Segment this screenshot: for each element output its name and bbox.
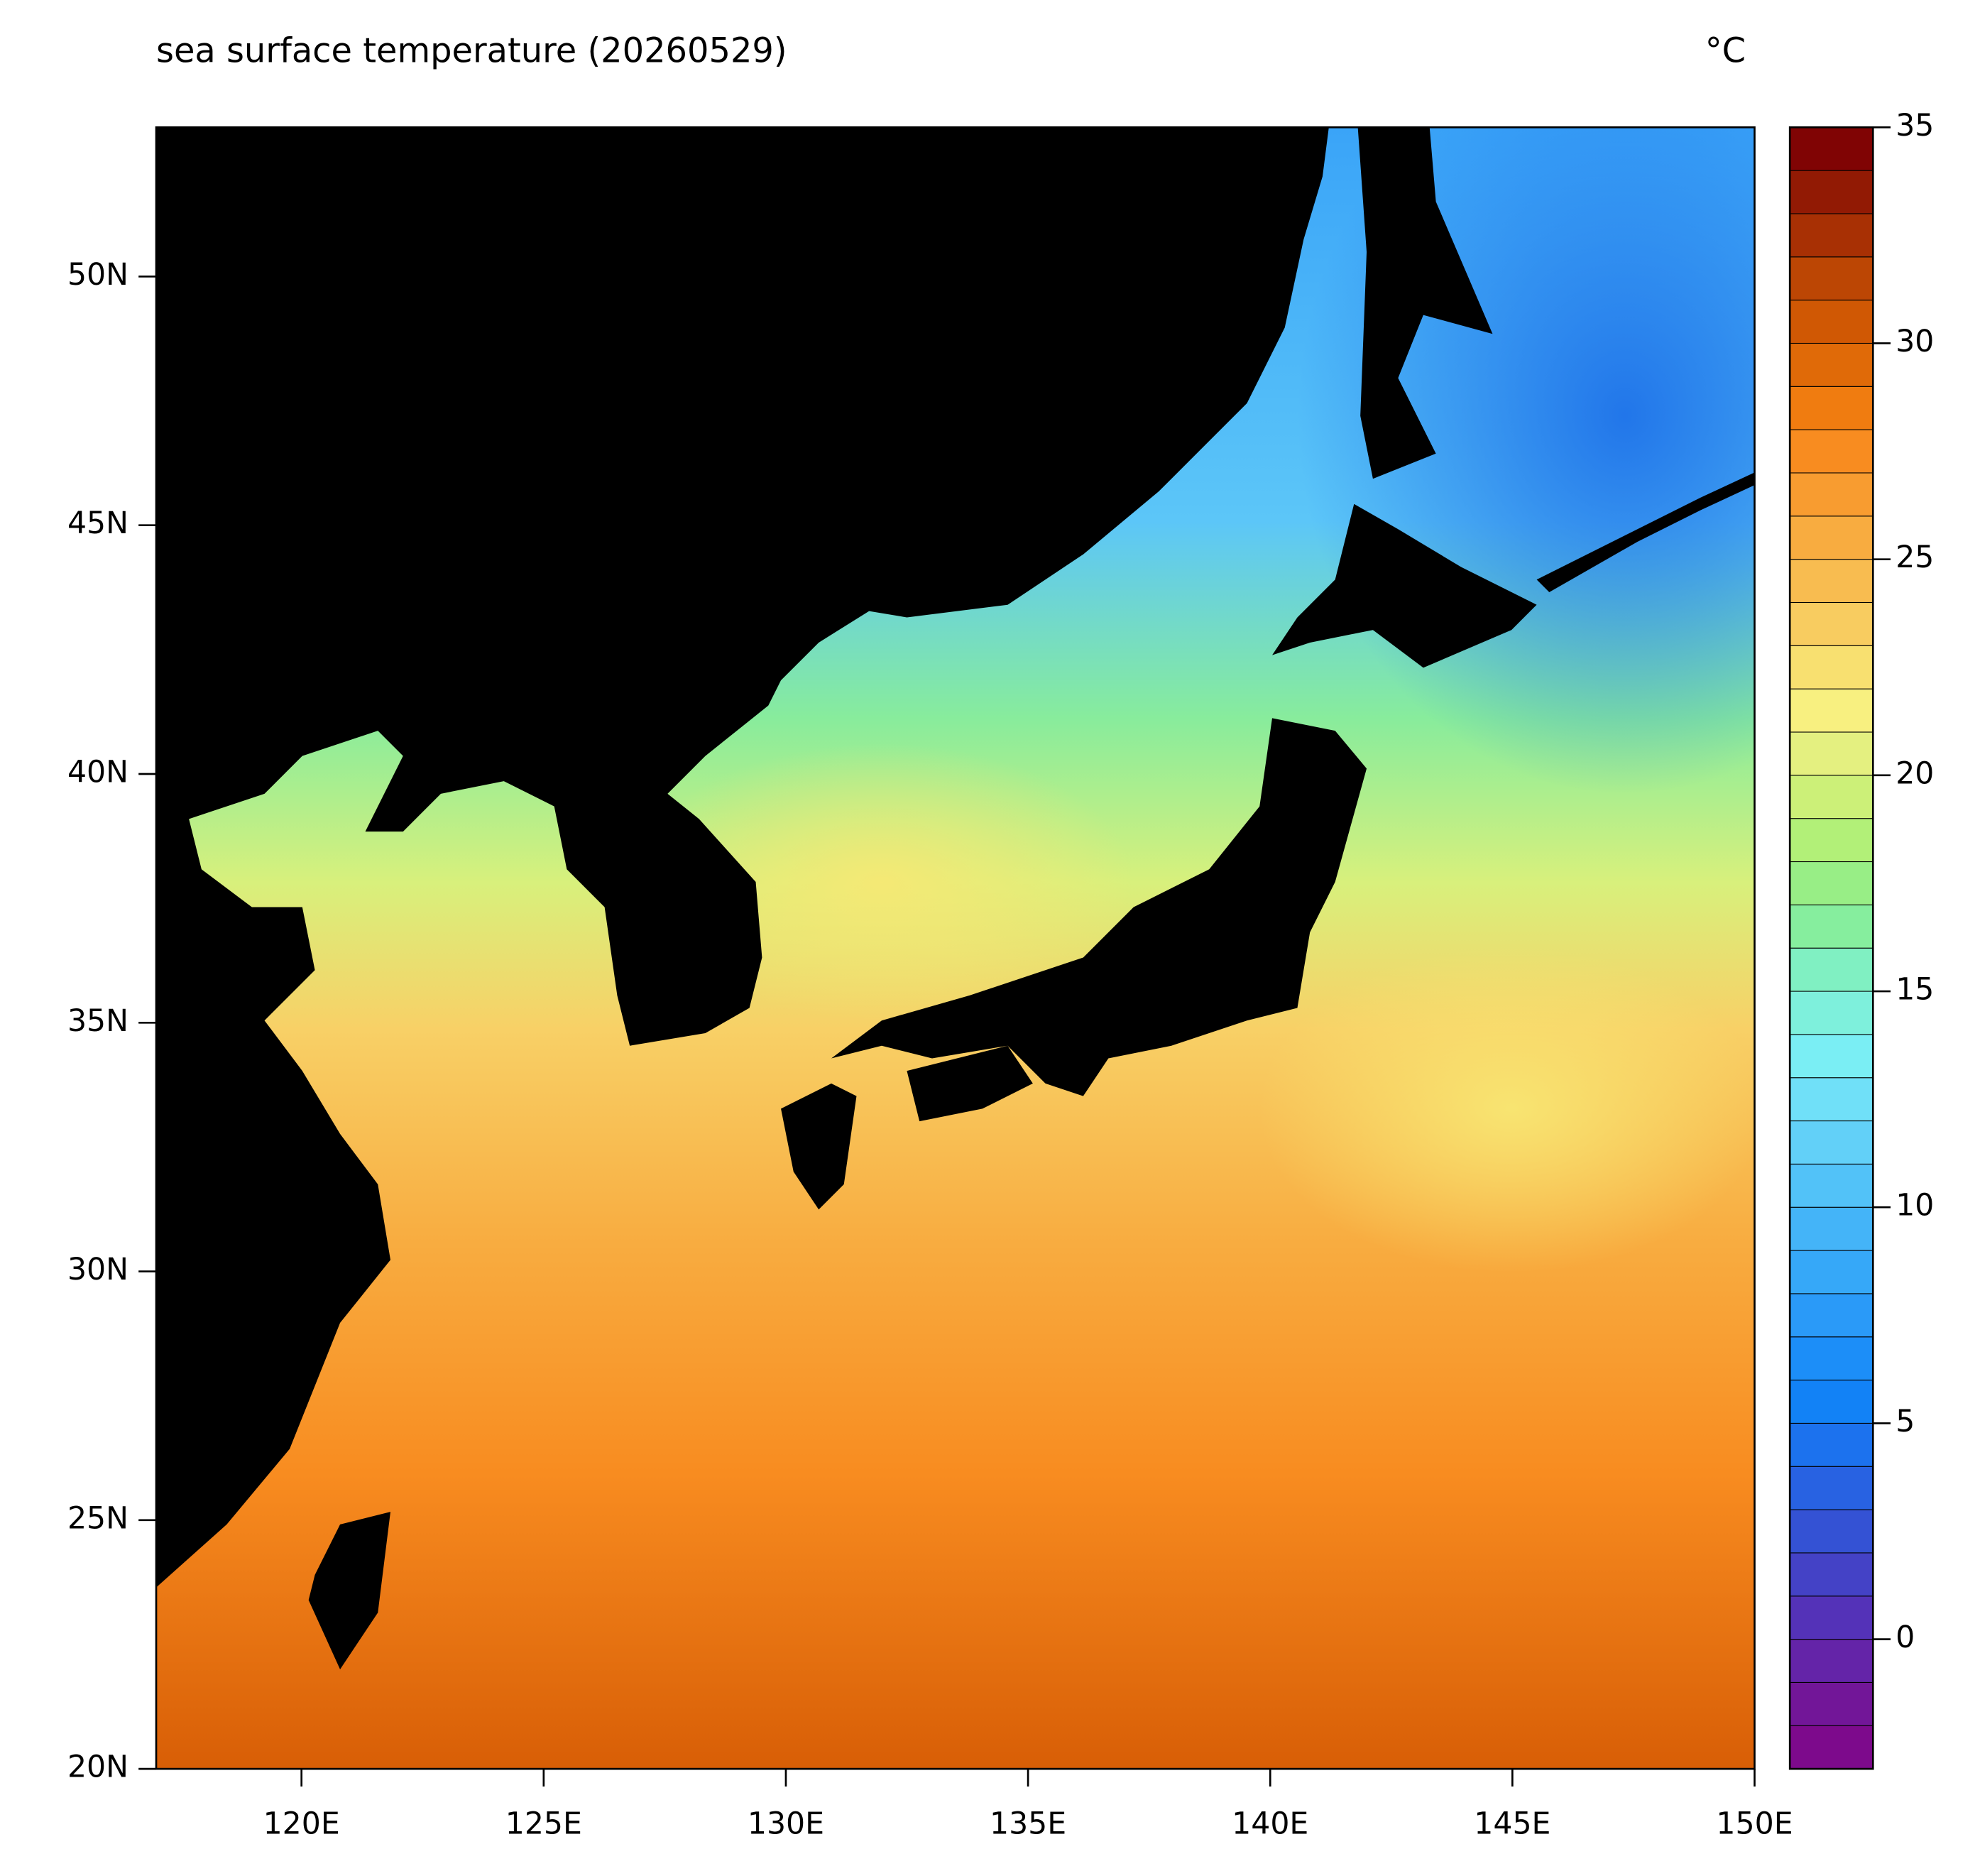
axes: 120E 125E 130E 135E 140E 145E 150E 20N 25N 30N 35N…: [67, 257, 1793, 1842]
kyushu: [781, 1083, 857, 1210]
colorbar-tick-label: 10: [1895, 1188, 1934, 1223]
colorbar-frame: [1788, 126, 1874, 1770]
colorbar-band: [1789, 818, 1873, 863]
colorbar-band: [1789, 1120, 1873, 1165]
colorbar-tick-label: 15: [1895, 972, 1934, 1008]
shikoku: [907, 1045, 1033, 1122]
y-tick-label: 50N: [67, 257, 128, 293]
colorbar-band: [1789, 516, 1873, 560]
colorbar-band: [1789, 386, 1873, 430]
colorbar-band: [1789, 1596, 1873, 1640]
colorbar-tick-label: 25: [1895, 540, 1934, 575]
colorbar-band: [1789, 947, 1873, 992]
chart-title: sea surface temperature (20260529): [156, 32, 787, 71]
x-tick-label: 125E: [505, 1806, 582, 1841]
colorbar-band: [1789, 1509, 1873, 1554]
mainland: [156, 127, 1329, 1588]
x-tick-label: 135E: [990, 1806, 1066, 1841]
colorbar-band: [1789, 1163, 1873, 1208]
map: [156, 127, 1755, 1769]
colorbar-band: [1789, 991, 1873, 1035]
plot-frame: [155, 126, 1756, 1770]
colorbar-band: [1789, 256, 1873, 301]
colorbar-band: [1789, 213, 1873, 258]
sakhalin: [1357, 127, 1493, 479]
x-tick-label: 120E: [263, 1806, 340, 1841]
colorbar-band: [1789, 645, 1873, 689]
colorbar-band: [1789, 429, 1873, 474]
y-tick-label: 40N: [67, 755, 128, 790]
colorbar-band: [1789, 126, 1873, 171]
colorbar-tick-label: 30: [1895, 324, 1934, 359]
land: [156, 127, 1755, 1669]
colorbar-band: [1789, 1466, 1873, 1510]
x-tick-label: 145E: [1474, 1806, 1550, 1841]
x-tick-label: 140E: [1232, 1806, 1308, 1841]
colorbar-band: [1789, 1380, 1873, 1424]
hokkaido: [1271, 503, 1537, 668]
taiwan: [308, 1512, 391, 1669]
y-tick-label: 20N: [67, 1750, 128, 1785]
colorbar-band: [1789, 170, 1873, 214]
colorbar-tick-label: 35: [1895, 108, 1934, 143]
colorbar-band: [1789, 1250, 1873, 1294]
y-tick-label: 25N: [67, 1500, 128, 1536]
warm-eddy: [1259, 944, 1755, 1272]
x-tick-label: 150E: [1716, 1806, 1793, 1841]
colorbar-tick-label: 20: [1895, 756, 1934, 791]
colorbar-band: [1789, 1077, 1873, 1122]
colorbar-band: [1789, 688, 1873, 733]
colorbar-band: [1789, 1681, 1873, 1726]
colorbar-band: [1789, 601, 1873, 646]
unit-label: °C: [1705, 32, 1746, 71]
honshu: [831, 718, 1367, 1096]
kuril-islands: [1536, 472, 1755, 592]
colorbar-band: [1789, 1293, 1873, 1338]
x-tick-label: 130E: [748, 1806, 824, 1841]
colorbar-band: [1789, 861, 1873, 905]
colorbar-band: [1789, 1206, 1873, 1251]
y-tick-label: 35N: [67, 1003, 128, 1039]
colorbar-band: [1789, 472, 1873, 517]
colorbar-band: [1789, 559, 1873, 604]
colorbar-band: [1789, 775, 1873, 819]
colorbar-band: [1789, 1034, 1873, 1079]
colorbar: 0 5 10 15 20 25 30 35: [1788, 108, 1934, 1770]
colorbar-band: [1789, 904, 1873, 949]
colorbar-band: [1789, 1639, 1873, 1683]
colorbar-band: [1789, 300, 1873, 344]
colorbar-band: [1789, 1336, 1873, 1381]
y-tick-label: 30N: [67, 1252, 128, 1287]
colorbar-band: [1789, 1422, 1873, 1467]
colorbar-tick-label: 0: [1895, 1620, 1915, 1655]
colorbar-band: [1789, 342, 1873, 387]
y-tick-label: 45N: [67, 506, 128, 541]
colorbar-tick-label: 5: [1895, 1404, 1915, 1439]
colorbar-band: [1789, 1725, 1873, 1769]
colorbar-band: [1789, 731, 1873, 776]
colorbar-band: [1789, 1552, 1873, 1597]
